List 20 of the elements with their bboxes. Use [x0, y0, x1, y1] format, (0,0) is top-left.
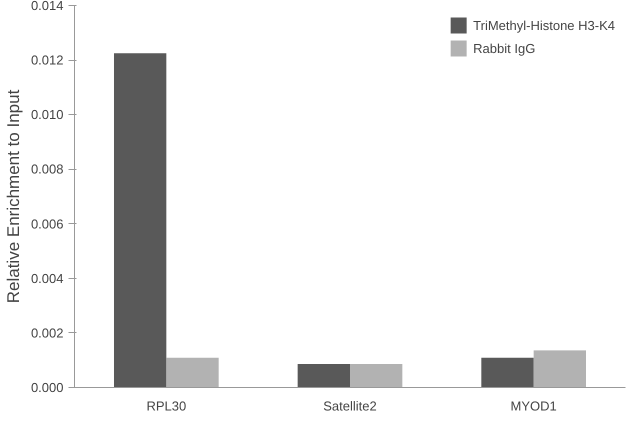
y-tick-label: 0.008: [30, 162, 64, 177]
bar: [350, 364, 402, 388]
x-tick-label: Satellite2: [323, 398, 377, 414]
x-tick-label: RPL30: [146, 398, 186, 414]
bar: [534, 350, 586, 388]
y-tick-label: 0.006: [30, 216, 64, 232]
y-tick-label: 0.000: [30, 380, 64, 395]
legend-label: Rabbit IgG: [473, 40, 536, 56]
y-tick-label: 0.014: [30, 0, 64, 13]
bar: [481, 358, 534, 388]
y-tick-label: 0.012: [30, 52, 64, 68]
bar: [114, 53, 166, 388]
y-tick-label: 0.004: [30, 270, 64, 286]
bar: [298, 364, 350, 388]
y-axis-title: Relative Enrichment to Input: [4, 89, 23, 304]
legend-label: TriMethyl-Histone H3-K4: [473, 18, 615, 32]
y-tick-label: 0.010: [30, 107, 64, 122]
y-tick-label: 0.002: [30, 325, 64, 340]
x-tick-label: MYOD1: [510, 398, 557, 414]
bar: [166, 358, 219, 388]
